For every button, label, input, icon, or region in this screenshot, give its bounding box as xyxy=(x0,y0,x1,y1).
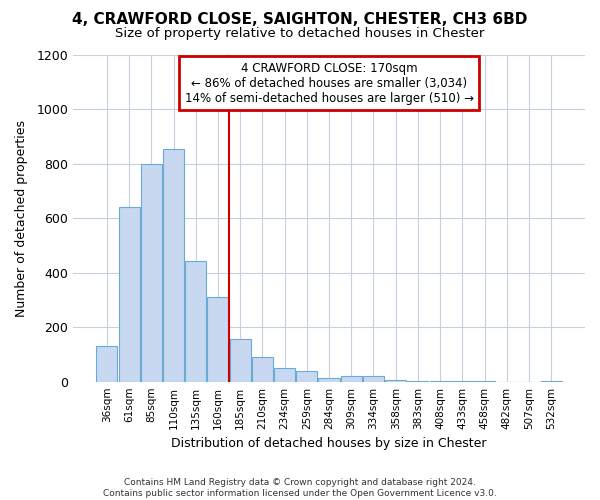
Bar xyxy=(430,381,451,382)
Bar xyxy=(97,346,118,382)
Bar xyxy=(163,149,184,382)
Bar xyxy=(274,368,295,382)
Bar xyxy=(319,378,340,382)
X-axis label: Distribution of detached houses by size in Chester: Distribution of detached houses by size … xyxy=(171,437,487,450)
Bar xyxy=(363,376,384,382)
Bar xyxy=(185,260,206,382)
Text: Size of property relative to detached houses in Chester: Size of property relative to detached ho… xyxy=(115,28,485,40)
Y-axis label: Number of detached properties: Number of detached properties xyxy=(15,120,28,317)
Bar xyxy=(230,338,251,382)
Bar xyxy=(385,380,406,382)
Text: 4 CRAWFORD CLOSE: 170sqm
← 86% of detached houses are smaller (3,034)
14% of sem: 4 CRAWFORD CLOSE: 170sqm ← 86% of detach… xyxy=(185,62,473,104)
Text: 4, CRAWFORD CLOSE, SAIGHTON, CHESTER, CH3 6BD: 4, CRAWFORD CLOSE, SAIGHTON, CHESTER, CH… xyxy=(73,12,527,28)
Bar xyxy=(541,381,562,382)
Bar xyxy=(141,164,162,382)
Bar xyxy=(119,208,140,382)
Bar xyxy=(407,381,428,382)
Bar xyxy=(296,371,317,382)
Bar xyxy=(341,376,362,382)
Bar xyxy=(208,298,229,382)
Bar xyxy=(252,357,273,382)
Text: Contains HM Land Registry data © Crown copyright and database right 2024.
Contai: Contains HM Land Registry data © Crown c… xyxy=(103,478,497,498)
